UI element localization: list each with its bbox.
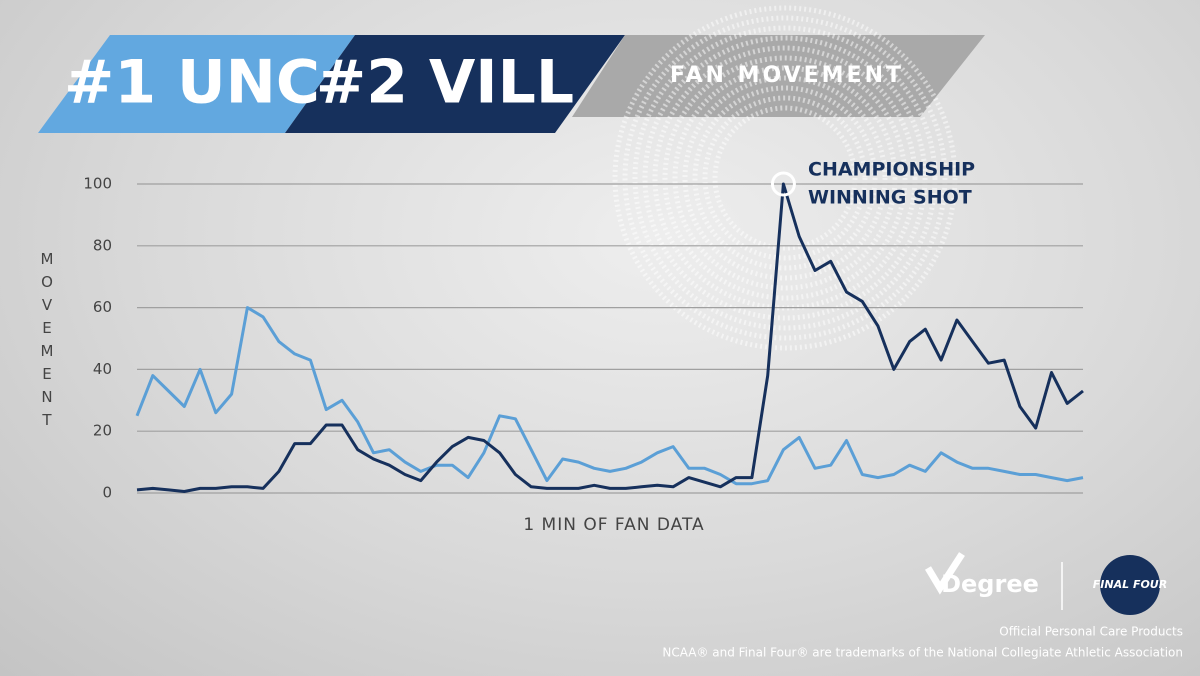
footer-line: NCAA® and Final Four® are trademarks of … xyxy=(662,646,1183,660)
subtitle-banner xyxy=(572,35,985,117)
decor-ring xyxy=(632,25,938,331)
y-axis-label: MOVEMENT xyxy=(38,250,56,434)
annotation: WINNING SHOT xyxy=(808,187,972,209)
y-tick-label: 80 xyxy=(93,236,112,254)
line xyxy=(136,182,1084,493)
decor-ring xyxy=(642,35,928,321)
decor-ring xyxy=(692,85,878,271)
team1-banner xyxy=(38,35,355,133)
y-tick-label: 0 xyxy=(102,484,112,502)
line xyxy=(135,306,1084,486)
decor-ring xyxy=(712,105,858,251)
team2-banner xyxy=(285,35,625,133)
event: FINAL FOUR xyxy=(1093,578,1167,591)
decor-ring xyxy=(652,45,918,311)
peak-marker xyxy=(770,171,796,197)
brand: Degree xyxy=(941,570,1039,598)
plot: 0 20 40 60 80 100 xyxy=(83,171,1084,502)
annotation: CHAMPIONSHIP xyxy=(808,159,975,181)
y-tick-label: 60 xyxy=(93,298,112,316)
decor-ring xyxy=(702,95,868,261)
x-axis-label: 1 MIN OF FAN DATA xyxy=(523,515,704,535)
decor xyxy=(612,5,958,351)
decor-ring xyxy=(662,55,908,301)
y-tick-label: 20 xyxy=(93,422,112,440)
final-four-logo xyxy=(1100,555,1160,615)
decor-ring xyxy=(672,65,898,291)
team1: #1 UNC xyxy=(64,48,320,118)
decor-ring xyxy=(682,75,888,281)
y-tick-label: 40 xyxy=(93,360,112,378)
decor-ring xyxy=(622,15,948,341)
footer-line: Official Personal Care Products xyxy=(999,625,1183,639)
decor-ring xyxy=(612,5,958,351)
y-tick-label: 100 xyxy=(83,175,112,193)
team2: #2 VILL xyxy=(316,48,574,118)
logo-check xyxy=(924,552,965,595)
